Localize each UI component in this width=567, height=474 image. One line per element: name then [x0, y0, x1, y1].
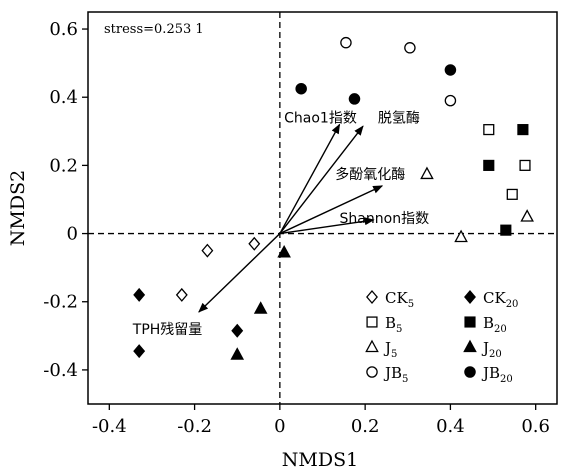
legend-marker — [365, 339, 379, 353]
stress-label: stress=0.253 1 — [104, 22, 204, 37]
legend-marker — [463, 339, 477, 353]
data-point — [248, 236, 261, 251]
data-point — [295, 82, 307, 95]
vector-label: Chao1指数 — [284, 111, 357, 127]
x-tick-label: 0.2 — [351, 416, 380, 437]
data-point — [454, 229, 468, 243]
data-point — [444, 94, 457, 107]
data-point — [231, 323, 244, 338]
data-point — [133, 287, 146, 302]
data-point — [340, 36, 352, 49]
x-axis-ticks: -0.4 -0.2 0 0.2 0.4 0.6 — [92, 404, 550, 437]
y-tick-label: -0.2 — [43, 292, 78, 313]
data-point — [483, 159, 495, 171]
y-axis-ticks: -0.4 -0.2 0 0.2 0.4 0.6 — [43, 19, 88, 381]
data-point — [444, 64, 457, 76]
x-tick-label: -0.4 — [92, 416, 127, 437]
data-point — [175, 287, 188, 302]
data-point — [517, 124, 529, 136]
data-point — [519, 159, 531, 171]
legend-marker — [464, 289, 476, 305]
x-axis-title: NMDS1 — [282, 449, 358, 471]
x-tick-label: 0 — [274, 416, 285, 437]
legend-label: J20 — [481, 339, 502, 360]
legend-label: JB5 — [383, 364, 408, 385]
data-point — [404, 42, 416, 54]
vector-arrow — [279, 125, 364, 234]
x-tick-label: 0.6 — [521, 416, 550, 437]
data-point — [230, 347, 245, 360]
data-point — [201, 243, 214, 258]
data-point — [253, 301, 268, 314]
vector-label: TPH残留量 — [132, 322, 203, 338]
data-point — [133, 344, 146, 359]
plot-frame — [87, 11, 558, 405]
legend-marker — [366, 316, 378, 328]
legend-marker — [464, 366, 476, 378]
reference-lines — [88, 12, 557, 404]
data-points — [133, 36, 534, 360]
data-point — [348, 93, 361, 105]
data-point — [500, 224, 512, 236]
data-point — [483, 124, 495, 136]
x-tick-label: -0.2 — [177, 416, 212, 437]
legend-marker — [366, 289, 378, 305]
vector-label: 脱氢酶 — [378, 111, 420, 127]
y-tick-label: 0.2 — [49, 155, 78, 176]
legend-label: CK5 — [385, 289, 414, 310]
y-tick-label: -0.4 — [43, 360, 78, 381]
legend-label: J5 — [383, 339, 397, 360]
legend-label: JB20 — [481, 364, 513, 385]
data-point — [420, 166, 434, 180]
data-point — [277, 244, 291, 258]
vector-arrow — [279, 123, 341, 234]
vector-label: Shannon指数 — [340, 211, 430, 227]
data-point — [520, 209, 534, 222]
legend-label: B5 — [385, 314, 402, 335]
legend-marker — [464, 316, 476, 328]
y-axis-title: NMDS2 — [7, 170, 29, 246]
legend-marker — [366, 366, 378, 378]
vector-arrow — [198, 233, 281, 313]
legend-label: CK20 — [483, 289, 518, 310]
legend: CK5 CK20 B5 B20 J5 J20 JB5 JB20 — [365, 289, 518, 385]
y-tick-label: 0.4 — [49, 87, 78, 108]
vector-label: 多酚氧化酶 — [335, 166, 405, 183]
legend-label: B20 — [483, 314, 507, 335]
vector-arrow — [279, 217, 375, 235]
y-tick-label: 0 — [67, 224, 78, 245]
y-tick-label: 0.6 — [49, 19, 78, 40]
x-tick-label: 0.4 — [436, 416, 465, 437]
data-point — [506, 188, 518, 200]
vector-arrow — [279, 185, 384, 235]
